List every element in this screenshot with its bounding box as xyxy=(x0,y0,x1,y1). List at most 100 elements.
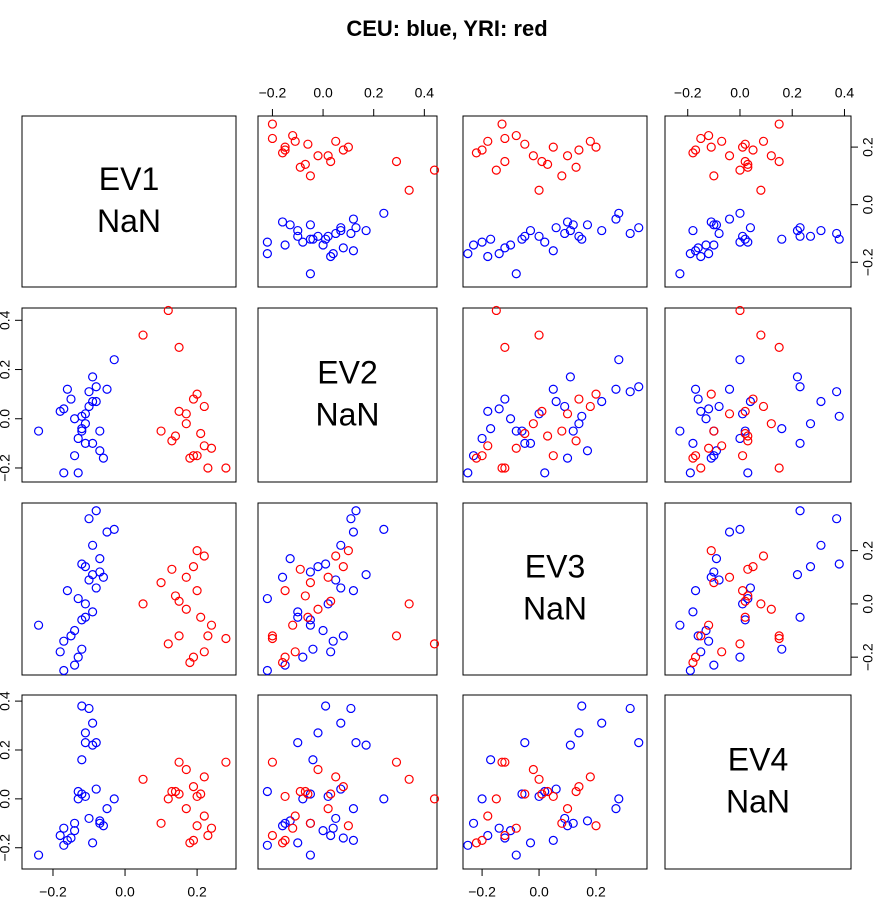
point xyxy=(280,791,290,802)
point xyxy=(724,384,735,394)
point xyxy=(203,830,213,841)
point xyxy=(737,231,748,241)
y-tick-label: −0.2 xyxy=(0,454,13,482)
point xyxy=(277,657,288,668)
point xyxy=(285,220,295,230)
point xyxy=(540,468,550,478)
point xyxy=(477,794,487,804)
point xyxy=(91,382,101,392)
point xyxy=(505,240,516,250)
point xyxy=(102,804,112,814)
point xyxy=(188,835,199,846)
point xyxy=(326,251,336,262)
point xyxy=(331,772,341,782)
point xyxy=(298,237,308,247)
point xyxy=(59,823,69,833)
point xyxy=(109,524,119,534)
point xyxy=(59,636,69,646)
point xyxy=(196,428,206,439)
point xyxy=(308,234,318,244)
point xyxy=(690,652,701,662)
point xyxy=(463,249,473,259)
point xyxy=(748,562,758,572)
point xyxy=(714,401,724,412)
point xyxy=(80,409,91,419)
point xyxy=(69,451,80,461)
point xyxy=(471,453,481,463)
chart-title: CEU: blue, YRI: red xyxy=(346,16,547,41)
point xyxy=(743,468,753,478)
point xyxy=(743,564,753,574)
point xyxy=(98,453,109,463)
point xyxy=(361,225,371,236)
diag-value: NaN xyxy=(523,590,587,626)
point xyxy=(497,463,507,473)
point xyxy=(568,426,578,436)
point xyxy=(305,578,316,588)
point xyxy=(706,389,716,399)
point xyxy=(303,789,313,799)
point xyxy=(348,246,359,256)
panel xyxy=(664,694,852,870)
point xyxy=(59,404,69,414)
point xyxy=(795,382,805,392)
point xyxy=(688,438,698,448)
point xyxy=(562,151,573,161)
panel xyxy=(664,115,852,288)
point xyxy=(91,784,101,794)
x-tick-label: −0.2 xyxy=(674,85,702,101)
point xyxy=(298,652,308,662)
panel xyxy=(21,115,237,288)
point xyxy=(323,231,333,241)
point xyxy=(505,414,516,424)
point xyxy=(391,156,402,167)
point xyxy=(346,514,356,524)
point xyxy=(832,387,842,397)
point xyxy=(704,130,714,141)
point xyxy=(709,426,719,436)
panel xyxy=(257,694,438,870)
point xyxy=(548,384,558,394)
variable-name: EV3 xyxy=(525,548,585,584)
point xyxy=(774,633,784,644)
point xyxy=(537,406,547,416)
point xyxy=(80,599,91,609)
x-tick-label: 0.2 xyxy=(187,884,207,900)
point xyxy=(323,791,333,802)
point xyxy=(525,225,536,236)
point xyxy=(305,789,316,799)
point xyxy=(351,738,361,748)
point xyxy=(295,162,305,172)
point xyxy=(540,237,550,247)
point xyxy=(537,789,547,799)
point xyxy=(540,786,550,797)
point xyxy=(548,791,558,802)
point xyxy=(724,151,735,161)
point xyxy=(348,585,359,596)
point xyxy=(277,148,288,158)
point xyxy=(577,234,587,244)
point xyxy=(477,237,487,247)
point xyxy=(500,133,510,144)
point xyxy=(777,423,787,434)
point xyxy=(163,794,173,804)
point xyxy=(468,240,479,250)
y-tick-label: 0.0 xyxy=(860,594,876,614)
point xyxy=(585,772,595,782)
point xyxy=(737,585,748,596)
point xyxy=(706,453,716,463)
point xyxy=(156,818,166,828)
point xyxy=(313,562,323,572)
point xyxy=(109,355,119,365)
point xyxy=(323,572,333,582)
point xyxy=(494,823,504,833)
point xyxy=(548,246,558,256)
y-tick-label: −0.2 xyxy=(0,834,13,862)
point xyxy=(758,551,769,561)
point xyxy=(737,451,748,461)
point xyxy=(688,657,698,668)
point xyxy=(551,223,561,233)
point xyxy=(597,718,607,728)
point xyxy=(343,546,353,556)
x-tick-label: 0.2 xyxy=(586,884,606,900)
